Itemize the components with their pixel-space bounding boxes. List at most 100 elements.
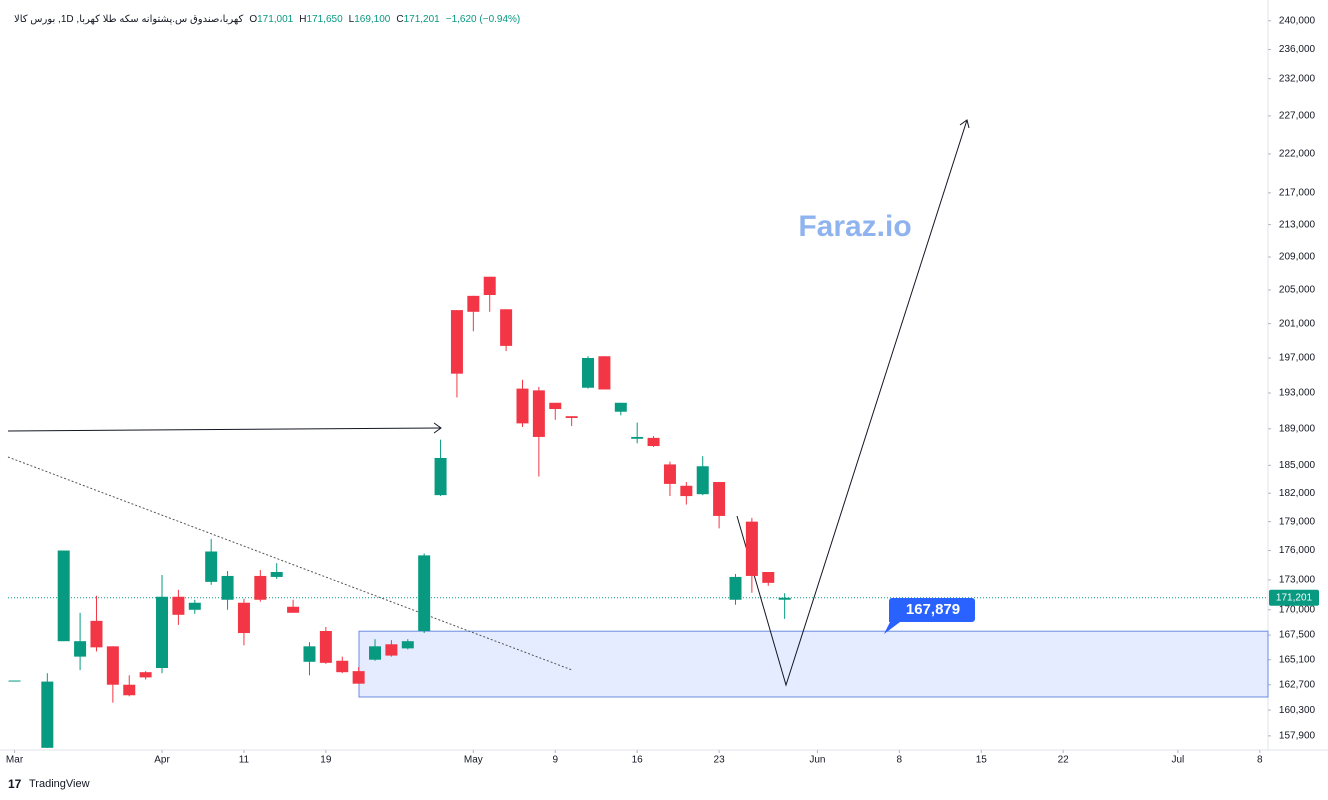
candle-body <box>237 602 250 634</box>
y-tick-label: 197,000 <box>1279 353 1316 364</box>
candle-body <box>647 437 660 447</box>
candle-body <box>221 575 234 600</box>
arrow-line <box>7 427 442 432</box>
candle-body <box>123 684 136 696</box>
candle-body <box>500 309 513 346</box>
ohlc-item: O171,001 <box>249 14 293 25</box>
ohlc-key: H <box>299 14 307 25</box>
watermark: Faraz.io <box>798 210 911 243</box>
candle-body <box>369 646 382 660</box>
ohlc-value: 169,100 <box>354 14 391 25</box>
y-tick-label: 222,000 <box>1279 149 1316 160</box>
candle-body <box>483 276 496 296</box>
ohlc-key: L <box>348 14 355 25</box>
logo-icon: 17 <box>8 778 22 790</box>
x-tick-label: Jul <box>1171 755 1184 766</box>
candle-body <box>254 575 267 600</box>
x-tick-label: Mar <box>6 755 24 766</box>
ohlc-item: L169,100 <box>349 14 391 25</box>
ohlc-key: O <box>249 14 258 25</box>
candle-body <box>336 660 349 673</box>
svg-text:17: 17 <box>8 778 22 790</box>
y-tick-label: 213,000 <box>1279 219 1316 230</box>
candle-body <box>8 680 21 682</box>
candle-body <box>745 521 758 576</box>
candle-body <box>319 630 332 663</box>
candle-body <box>663 464 676 484</box>
y-tick-label: 232,000 <box>1279 73 1316 84</box>
y-tick-label: 189,000 <box>1279 423 1316 434</box>
symbol-title: کهربا،صندوق س.پشتوانه سکه طلا کهربا, 1D,… <box>14 14 244 25</box>
y-tick-label: 176,000 <box>1279 545 1316 556</box>
change: −1,620 (−0.94%) <box>445 14 521 25</box>
y-tick-label: 193,000 <box>1279 388 1316 399</box>
x-tick-label: 19 <box>320 755 332 766</box>
last-price-tag <box>1269 589 1319 606</box>
candle-body <box>74 641 87 657</box>
candle-body <box>418 555 431 631</box>
ohlc-item: C171,201 <box>396 14 439 25</box>
ohlc-values: O171,001 H171,650 L169,100 C171,201 <box>249 14 439 25</box>
candle-body <box>401 641 414 649</box>
candle-body <box>729 576 742 600</box>
candle-body <box>516 388 529 424</box>
y-tick-label: 240,000 <box>1279 15 1316 26</box>
x-tick-label: May <box>464 755 483 766</box>
y-tick-label: 185,000 <box>1279 460 1316 471</box>
last-price-label: 171,201 <box>1276 592 1313 603</box>
x-tick-label: 23 <box>714 755 726 766</box>
candle-body <box>172 596 185 615</box>
x-tick-label: 15 <box>976 755 988 766</box>
y-tick-label: 236,000 <box>1279 44 1316 55</box>
candle-body <box>778 597 791 600</box>
y-tick-label: 162,700 <box>1279 679 1316 690</box>
candle-body <box>549 402 562 410</box>
y-tick-label: 160,300 <box>1279 705 1316 716</box>
projection-arrow-head <box>959 119 970 129</box>
zone-label: 167,879 <box>906 601 960 618</box>
candle-body <box>713 482 726 516</box>
y-tick-label: 170,000 <box>1279 604 1316 615</box>
candle-body <box>41 681 54 748</box>
candle-body <box>303 646 316 662</box>
y-tick-label: 179,000 <box>1279 516 1316 527</box>
candle-body <box>680 485 693 497</box>
branding: 17 TradingView <box>8 778 90 790</box>
x-tick-label: 8 <box>1257 755 1263 766</box>
candle-body <box>352 671 365 684</box>
ohlc-value: 171,201 <box>403 14 440 25</box>
x-tick-label: 22 <box>1058 755 1070 766</box>
candle-body <box>467 295 480 312</box>
support-zone <box>358 630 1269 698</box>
ohlc-key: C <box>396 14 404 25</box>
arrow-head <box>433 422 442 434</box>
y-tick-label: 165,100 <box>1279 654 1316 665</box>
x-tick-label: 16 <box>632 755 644 766</box>
y-tick-label: 227,000 <box>1279 111 1316 122</box>
x-tick-label: 11 <box>239 755 250 766</box>
ohlc-value: 171,001 <box>257 14 294 25</box>
ohlc-value: 171,650 <box>306 14 343 25</box>
candle-body <box>614 402 627 412</box>
candle-body <box>762 572 775 583</box>
legend-header: کهربا،صندوق س.پشتوانه سکه طلا کهربا, 1D,… <box>14 14 520 25</box>
ohlc-item: H171,650 <box>299 14 342 25</box>
x-tick-label: Apr <box>154 755 170 766</box>
candle-body <box>434 457 447 496</box>
candle-body <box>532 390 545 437</box>
y-tick-label: 205,000 <box>1279 285 1316 296</box>
y-tick-label: 201,000 <box>1279 318 1316 329</box>
candle-body <box>385 644 398 656</box>
candle-body <box>696 466 709 495</box>
candle-body <box>270 572 283 577</box>
candle-body <box>565 416 578 418</box>
y-tick-label: 173,000 <box>1279 575 1316 586</box>
x-tick-label: 9 <box>552 755 558 766</box>
candle-body <box>450 310 463 374</box>
candle-body <box>631 436 644 439</box>
candle-body <box>139 672 152 678</box>
y-tick-label: 217,000 <box>1279 187 1316 198</box>
candle-body <box>582 357 595 388</box>
y-tick-label: 182,000 <box>1279 488 1316 499</box>
